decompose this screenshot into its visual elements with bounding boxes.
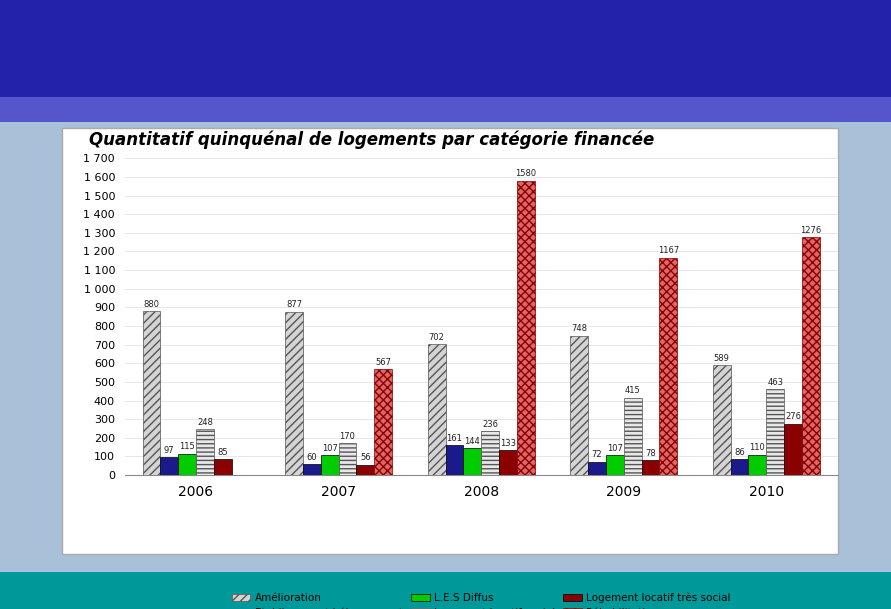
Bar (713, 365, 731, 475)
Text: 107: 107 (607, 444, 623, 453)
Text: 86: 86 (734, 448, 745, 457)
Text: 161: 161 (446, 434, 462, 443)
Bar (446, 445, 463, 475)
Bar (463, 448, 481, 475)
Bar (356, 465, 374, 475)
Bar (659, 258, 677, 475)
Bar (748, 454, 766, 475)
Bar (374, 370, 392, 475)
Bar (570, 336, 588, 475)
Bar (642, 460, 659, 475)
Text: 72: 72 (592, 451, 602, 459)
Text: 60: 60 (307, 452, 317, 462)
Text: 589: 589 (714, 354, 730, 363)
Bar (178, 454, 196, 475)
Bar (731, 459, 748, 475)
Text: 115: 115 (179, 442, 195, 451)
Text: Quantitatif quinquénal de logements par catégorie financée: Quantitatif quinquénal de logements par … (89, 131, 654, 149)
Bar (339, 443, 356, 475)
Legend: Amélioration, Etablissement hébergement
personnes âgées, L.E.S Diffus, Logement : Amélioration, Etablissement hébergement … (227, 589, 735, 609)
Bar (303, 464, 321, 475)
Bar (588, 462, 606, 475)
Bar (499, 450, 517, 475)
Text: 877: 877 (286, 300, 302, 309)
Text: 170: 170 (339, 432, 356, 441)
Bar (285, 312, 303, 475)
Text: 748: 748 (571, 325, 587, 334)
Bar (0, 572, 891, 609)
Text: 880: 880 (143, 300, 159, 309)
Text: 107: 107 (322, 444, 338, 453)
Bar (196, 429, 214, 475)
Bar (802, 238, 820, 475)
Bar (517, 181, 535, 475)
Text: 236: 236 (482, 420, 498, 429)
FancyBboxPatch shape (62, 128, 838, 554)
Bar (606, 455, 624, 475)
Bar (321, 455, 339, 475)
Text: 78: 78 (645, 449, 656, 458)
Text: 85: 85 (217, 448, 228, 457)
Bar (0, 0, 891, 97)
Text: 1167: 1167 (658, 247, 679, 255)
Text: 463: 463 (767, 378, 783, 387)
Text: 567: 567 (375, 358, 391, 367)
Text: 415: 415 (625, 387, 641, 395)
Bar (160, 457, 178, 475)
Text: 276: 276 (785, 412, 801, 421)
Bar (0, 97, 891, 122)
Text: 248: 248 (197, 418, 213, 426)
Text: 133: 133 (500, 439, 516, 448)
Bar (624, 398, 642, 475)
Text: 1276: 1276 (800, 226, 822, 235)
Bar (214, 459, 232, 475)
Bar (766, 389, 784, 475)
Text: 702: 702 (429, 333, 445, 342)
Bar (784, 424, 802, 475)
Text: 56: 56 (360, 453, 371, 462)
Text: 97: 97 (164, 446, 175, 455)
Text: 144: 144 (464, 437, 480, 446)
Bar (481, 431, 499, 475)
Bar (143, 311, 160, 475)
Bar (428, 344, 446, 475)
Text: 110: 110 (749, 443, 765, 452)
Text: 1580: 1580 (515, 169, 536, 178)
